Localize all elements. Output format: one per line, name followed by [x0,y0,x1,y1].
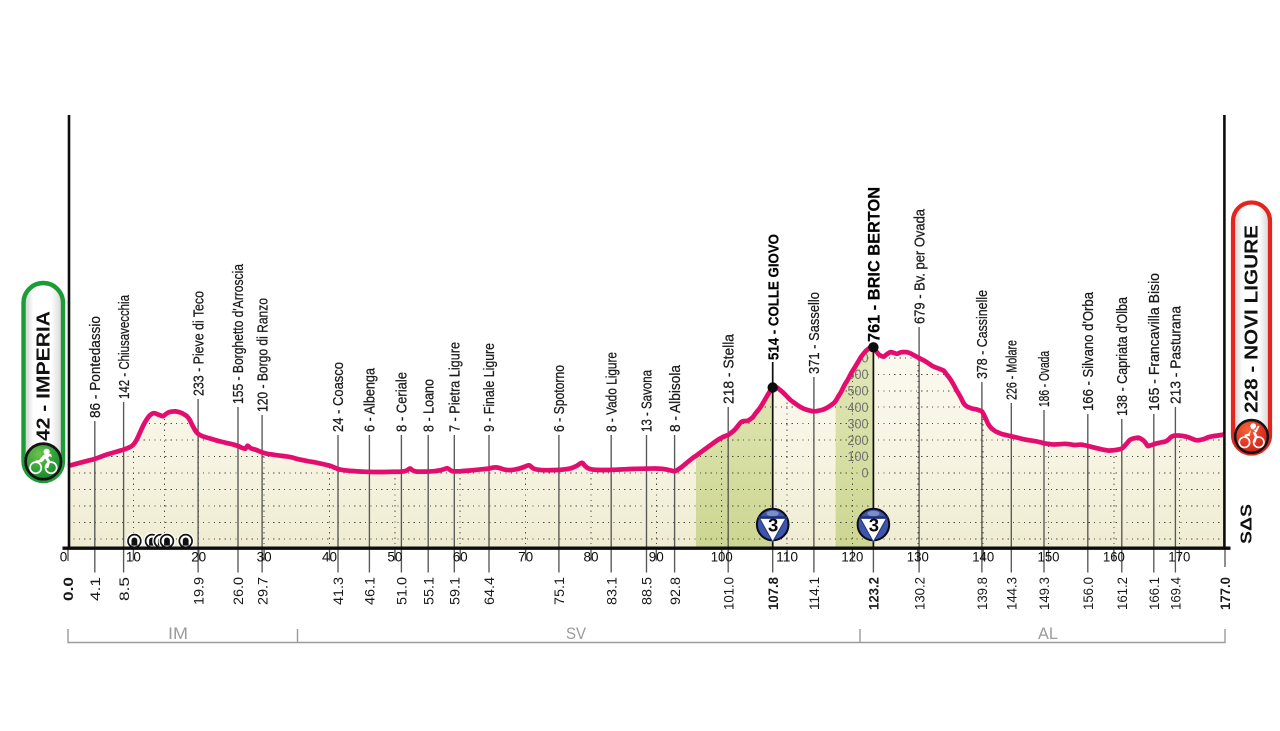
svg-text:8 - Albisola: 8 - Albisola [668,364,684,432]
svg-text:8 - Vado Ligure: 8 - Vado Ligure [604,352,620,432]
svg-text:155 - Borghetto d'Arroscia: 155 - Borghetto d'Arroscia [231,263,247,404]
svg-text:SV: SV [566,625,586,643]
svg-text:8 - Ceriale: 8 - Ceriale [395,372,411,432]
svg-text:51.0: 51.0 [394,577,410,605]
svg-text:218 - Stella: 218 - Stella [721,333,737,404]
svg-text:70: 70 [518,549,533,565]
svg-text:55.1: 55.1 [420,577,436,605]
svg-text:AL: AL [1038,625,1058,643]
svg-text:120: 120 [841,549,863,565]
svg-text:500: 500 [848,383,869,398]
svg-text:64.4: 64.4 [481,577,497,605]
svg-text:300: 300 [848,416,869,431]
svg-text:4.1: 4.1 [87,577,103,601]
svg-text:24 - Coasco: 24 - Coasco [331,362,347,432]
svg-text:90: 90 [649,549,664,565]
svg-text:226 - Molare: 226 - Molare [1005,340,1021,400]
svg-text:177.0: 177.0 [1217,577,1233,610]
svg-text:149.3: 149.3 [1036,577,1052,610]
svg-text:83.1: 83.1 [603,577,619,605]
svg-text:IM: IM [168,625,188,643]
svg-text:SΔS: SΔS [1239,504,1256,544]
svg-text:20: 20 [191,549,206,565]
svg-text:130: 130 [907,549,929,565]
svg-text:9 - Finale Ligure: 9 - Finale Ligure [482,343,498,432]
svg-text:75.1: 75.1 [551,577,567,605]
svg-text:140: 140 [972,549,994,565]
svg-text:170: 170 [1168,549,1190,565]
svg-text:110: 110 [776,549,798,565]
svg-text:378 - Cassinelle: 378 - Cassinelle [975,290,991,379]
svg-text:41.3: 41.3 [330,577,346,605]
svg-text:139.8: 139.8 [974,577,990,610]
svg-text:228 - NOVI LIGURE: 228 - NOVI LIGURE [1241,225,1262,413]
svg-text:165 - Francavilla Bisio: 165 - Francavilla Bisio [1147,273,1163,411]
svg-text:144.3: 144.3 [1004,577,1020,610]
svg-text:233 - Pieve di Teco: 233 - Pieve di Teco [191,291,207,396]
svg-text:150: 150 [1038,549,1060,565]
svg-text:46.1: 46.1 [362,577,378,605]
svg-text:761 - BRIC BERTON: 761 - BRIC BERTON [866,187,884,342]
svg-text:88.5: 88.5 [639,577,655,605]
svg-text:13 - Savona: 13 - Savona [640,369,656,432]
svg-text:8.5: 8.5 [116,577,132,601]
svg-text:200: 200 [848,433,869,448]
svg-text:19.9: 19.9 [190,577,206,605]
svg-text:59.1: 59.1 [447,577,463,605]
svg-text:30: 30 [257,549,272,565]
svg-text:156.0: 156.0 [1080,577,1096,610]
svg-text:0: 0 [60,549,68,565]
svg-text:123.2: 123.2 [866,577,882,610]
svg-text:92.8: 92.8 [667,577,683,605]
svg-text:138 - Capriata d'Olba: 138 - Capriata d'Olba [1115,296,1131,416]
svg-text:60: 60 [453,549,468,565]
svg-text:400: 400 [848,400,869,415]
svg-text:130.2: 130.2 [911,577,927,610]
svg-text:100: 100 [711,549,733,565]
svg-text:166.1: 166.1 [1146,577,1162,610]
svg-text:8 - Loano: 8 - Loano [421,379,437,432]
svg-text:7 - Pietra Ligure: 7 - Pietra Ligure [448,342,464,432]
svg-text:107.8: 107.8 [765,577,781,610]
svg-text:213 - Pasturana: 213 - Pasturana [1169,305,1185,404]
svg-text:6 - Albenga: 6 - Albenga [363,367,379,432]
svg-text:514 - COLLE GIOVO: 514 - COLLE GIOVO [766,234,783,360]
svg-text:161.2: 161.2 [1114,577,1130,610]
svg-text:50: 50 [387,549,402,565]
svg-text:42 - IMPERIA: 42 - IMPERIA [33,311,54,441]
svg-text:86 - Pontedassio: 86 - Pontedassio [88,316,104,418]
svg-text:3: 3 [869,515,879,536]
svg-text:120 - Borgo di Ranzo: 120 - Borgo di Ranzo [255,298,271,412]
svg-text:6 - Spotorno: 6 - Spotorno [552,365,568,432]
svg-text:10: 10 [126,549,141,565]
svg-text:40: 40 [322,549,337,565]
svg-text:80: 80 [584,549,599,565]
svg-text:3: 3 [768,515,778,536]
svg-text:166 - Silvano d'Orba: 166 - Silvano d'Orba [1081,291,1097,411]
svg-text:26.0: 26.0 [230,577,246,605]
svg-text:679 - Bv. per Ovada: 679 - Bv. per Ovada [912,208,928,324]
svg-text:0.0: 0.0 [60,577,76,601]
svg-text:186 - Ovada: 186 - Ovada [1037,350,1053,407]
svg-text:169.4: 169.4 [1168,577,1184,610]
svg-text:142 - Chiusavecchia: 142 - Chiusavecchia [117,294,133,399]
svg-text:371 - Sassello: 371 - Sassello [807,292,823,374]
svg-text:100: 100 [848,449,869,464]
svg-text:29.7: 29.7 [254,577,270,605]
svg-text:114.1: 114.1 [806,577,822,610]
svg-text:0: 0 [862,466,869,481]
svg-text:160: 160 [1103,549,1125,565]
svg-text:101.0: 101.0 [720,577,736,610]
